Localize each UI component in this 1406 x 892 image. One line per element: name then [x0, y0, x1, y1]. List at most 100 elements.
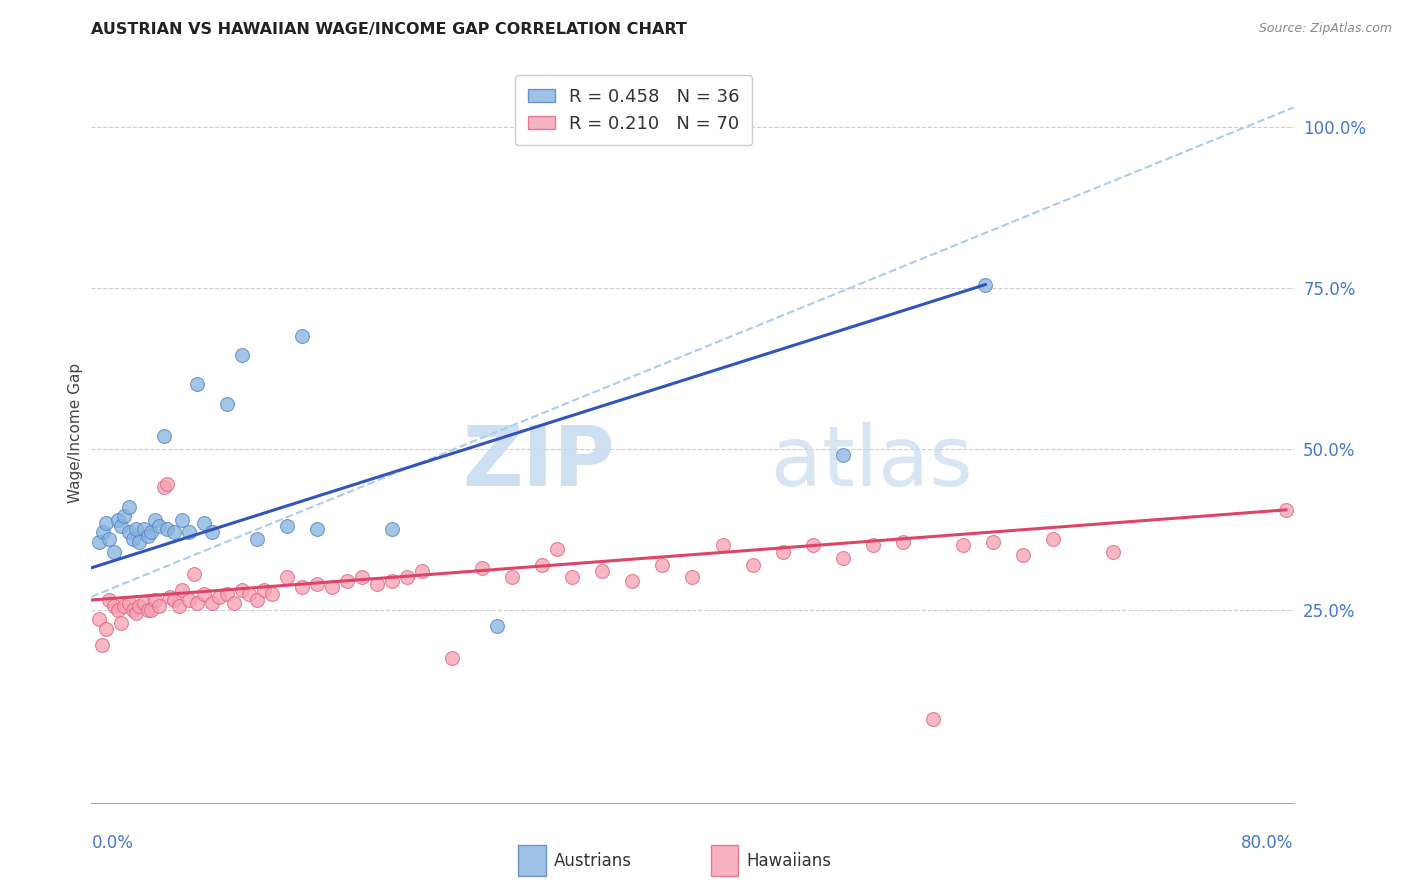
Point [305, 577, 328, 591]
Point [152, 480, 174, 494]
Point [208, 590, 231, 604]
Point [411, 564, 433, 578]
Point [981, 535, 1004, 549]
Point [440, 651, 463, 665]
Point [974, 277, 997, 292]
Point [291, 329, 314, 343]
Point [336, 574, 359, 588]
Point [152, 429, 174, 443]
Text: 0.0%: 0.0% [91, 834, 134, 852]
Point [148, 519, 170, 533]
Point [531, 558, 554, 572]
Point [141, 525, 163, 540]
Point [471, 561, 494, 575]
Point [231, 583, 253, 598]
Point [922, 712, 945, 726]
Legend: R = 0.458   N = 36, R = 0.210   N = 70: R = 0.458 N = 36, R = 0.210 N = 70 [515, 75, 752, 145]
Point [163, 525, 186, 540]
Text: Austrians: Austrians [554, 852, 631, 870]
Point [1275, 503, 1298, 517]
Point [143, 593, 166, 607]
Point [711, 538, 734, 552]
Point [193, 516, 215, 530]
Point [381, 574, 404, 588]
Y-axis label: Wage/Income Gap: Wage/Income Gap [67, 362, 83, 503]
Point [201, 525, 224, 540]
Text: ZIP: ZIP [461, 422, 614, 503]
Point [118, 596, 141, 610]
Point [366, 577, 388, 591]
Point [231, 348, 253, 362]
Point [186, 377, 208, 392]
Point [246, 593, 269, 607]
Point [170, 583, 193, 598]
Point [253, 583, 276, 598]
Point [138, 602, 160, 616]
Point [103, 599, 125, 614]
Point [381, 522, 404, 536]
Point [170, 512, 193, 526]
Text: 80.0%: 80.0% [1241, 834, 1294, 852]
Point [143, 512, 166, 526]
Point [862, 538, 884, 552]
Point [110, 615, 132, 630]
Text: Source: ZipAtlas.com: Source: ZipAtlas.com [1258, 22, 1392, 36]
Point [350, 570, 373, 584]
Point [546, 541, 568, 556]
Point [305, 522, 328, 536]
Point [128, 599, 150, 614]
Point [831, 448, 853, 462]
Point [114, 599, 136, 614]
Point [486, 619, 509, 633]
Point [681, 570, 703, 584]
Point [801, 538, 824, 552]
Point [90, 638, 112, 652]
Point [1042, 532, 1064, 546]
Point [831, 551, 853, 566]
Point [952, 538, 974, 552]
Point [103, 545, 125, 559]
Point [122, 602, 145, 616]
Point [741, 558, 763, 572]
Point [215, 397, 238, 411]
Point [93, 525, 115, 540]
Point [96, 516, 118, 530]
Point [132, 596, 155, 610]
Point [122, 532, 145, 546]
Bar [711, 846, 738, 876]
Point [215, 586, 238, 600]
Point [1102, 545, 1125, 559]
Point [321, 580, 343, 594]
Text: AUSTRIAN VS HAWAIIAN WAGE/INCOME GAP CORRELATION CHART: AUSTRIAN VS HAWAIIAN WAGE/INCOME GAP COR… [91, 22, 688, 37]
Point [291, 580, 314, 594]
Point [238, 586, 260, 600]
Point [193, 586, 215, 600]
Bar [517, 846, 546, 876]
Point [118, 500, 141, 514]
Point [260, 586, 283, 600]
Point [561, 570, 583, 584]
Point [891, 535, 914, 549]
Point [98, 532, 121, 546]
Point [167, 599, 190, 614]
Point [501, 570, 523, 584]
Point [138, 528, 160, 542]
Point [107, 512, 129, 526]
Point [125, 522, 148, 536]
Point [621, 574, 644, 588]
Point [1012, 548, 1035, 562]
Point [276, 519, 298, 533]
Point [110, 519, 132, 533]
Point [141, 602, 163, 616]
Point [114, 509, 136, 524]
Point [201, 596, 224, 610]
Point [772, 545, 794, 559]
Point [163, 593, 186, 607]
Point [177, 525, 200, 540]
Point [128, 535, 150, 549]
Point [651, 558, 673, 572]
Text: atlas: atlas [770, 422, 973, 503]
Point [107, 602, 129, 616]
Point [155, 477, 177, 491]
Point [98, 593, 121, 607]
